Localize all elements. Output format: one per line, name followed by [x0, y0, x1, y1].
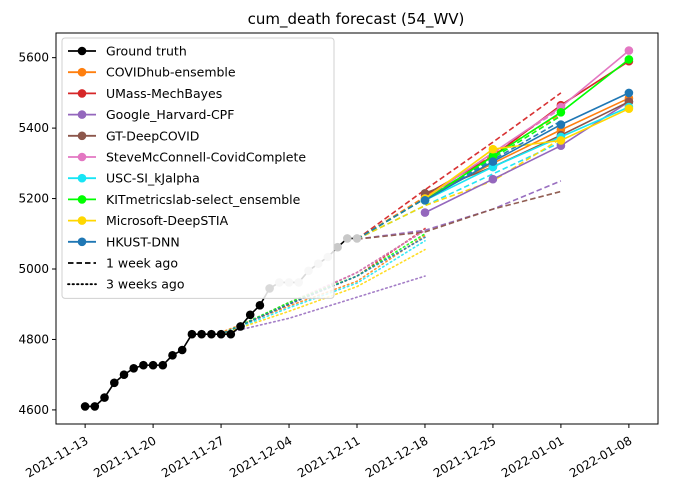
y-tick-label: 5000 — [18, 262, 49, 276]
ground-truth-point — [207, 329, 216, 339]
ground-truth-point — [187, 329, 197, 339]
microsoft-deepstia-1-week-ago-line — [356, 138, 562, 240]
ground-truth-point — [90, 402, 100, 411]
x-tick-label: 2021-11-13 — [23, 433, 90, 480]
x-tick-label: 2022-01-01 — [499, 433, 566, 480]
ground-truth-point — [148, 360, 158, 370]
y-tick-label: 5400 — [18, 121, 49, 135]
y-tick-label: 4600 — [18, 403, 49, 417]
y-tick-label: 4800 — [18, 332, 49, 346]
gt-deepcovid-1-week-ago-line — [356, 190, 562, 240]
legend-3-weeks-ago-label: 3 weeks ago — [106, 277, 185, 292]
kitmetricslab-select-ensemble-forecast-point — [624, 55, 634, 64]
legend-covidhub-ensemble-label: COVIDhub-ensemble — [106, 65, 236, 80]
legend-google-harvard-cpf-label: Google_Harvard-CPF — [106, 107, 234, 122]
legend-hkust-dnn-marker — [77, 237, 87, 247]
legend-kitmetricslab-select-ensemble-label: KITmetricslab-select_ensemble — [106, 192, 301, 207]
legend-gt-deepcovid-marker — [77, 131, 87, 141]
y-tick-label: 5200 — [18, 192, 49, 206]
legend-stevemcconnell-covidcomplete-label: SteveMcConnell-CovidComplete — [106, 150, 306, 165]
legend-hkust-dnn-label: HKUST-DNN — [106, 234, 180, 249]
legend-gt-deepcovid-label: GT-DeepCOVID — [106, 128, 199, 143]
umass-mechbayes-forecast-line — [424, 60, 630, 196]
legend-covidhub-ensemble-marker — [77, 67, 87, 77]
x-tick-label: 2021-12-18 — [363, 433, 430, 480]
usc-si-kjalpha-1-week-ago-line — [356, 141, 562, 240]
legend-usc-si-kjalpha-label: USC-SI_kJalpha — [106, 171, 200, 186]
ground-truth-point — [110, 378, 119, 388]
legend-microsoft-deepstia-marker — [77, 216, 87, 225]
google-harvard-cpf-1-week-ago-line — [356, 180, 562, 240]
ground-truth-point — [352, 234, 362, 243]
microsoft-deepstia-forecast-line — [424, 107, 630, 200]
ground-truth-point — [158, 360, 168, 370]
stevemcconnell-covidcomplete-forecast-line — [424, 49, 630, 200]
ground-truth-point — [177, 345, 187, 355]
legend-ground-truth-label: Ground truth — [106, 44, 187, 59]
ground-truth-point — [236, 322, 245, 331]
x-tick-label: 2022-01-08 — [567, 433, 634, 480]
kitmetricslab-select-ensemble-1-week-ago-line — [356, 115, 562, 240]
microsoft-deepstia-forecast-point — [488, 144, 498, 154]
ground-truth-point — [119, 370, 129, 380]
ground-truth-point — [343, 234, 352, 243]
hkust-dnn-forecast-line — [424, 92, 630, 201]
hkust-dnn-forecast-point — [488, 157, 498, 166]
legend-umass-mechbayes-marker — [77, 89, 87, 98]
y-tick-label: 5600 — [18, 51, 49, 65]
x-tick-label: 2021-12-25 — [431, 433, 498, 480]
kitmetricslab-select-ensemble-forecast-point — [556, 108, 566, 117]
stevemcconnell-covidcomplete-forecast-point — [624, 46, 634, 55]
usc-si-kjalpha-forecast-line — [424, 106, 630, 202]
legend-stevemcconnell-covidcomplete-marker — [77, 152, 87, 162]
ground-truth-point — [197, 329, 206, 339]
umass-mechbayes-1-week-ago-line — [356, 92, 562, 240]
ground-truth-point — [129, 364, 138, 373]
hkust-dnn-forecast-point — [624, 88, 634, 98]
hkust-dnn-3-weeks-ago-line — [220, 236, 426, 336]
google-harvard-cpf-forecast-point — [420, 208, 430, 217]
x-tick-label: 2021-11-20 — [91, 433, 158, 480]
x-tick-label: 2021-12-11 — [295, 433, 362, 480]
ground-truth-point — [255, 301, 265, 310]
microsoft-deepstia-forecast-point — [624, 104, 634, 113]
ground-truth-point — [245, 310, 255, 320]
chart-title: cum_death forecast (54_WV) — [248, 10, 465, 29]
x-tick-label: 2021-11-27 — [159, 433, 226, 480]
ground-truth-point — [216, 329, 226, 339]
legend-microsoft-deepstia-label: Microsoft-DeepSTIA — [106, 213, 229, 228]
legend-1-week-ago-label: 1 week ago — [106, 256, 178, 271]
legend-usc-si-kjalpha-marker — [77, 173, 87, 183]
ground-truth-point — [226, 329, 236, 339]
legend-ground-truth-marker — [77, 46, 87, 56]
legend-kitmetricslab-select-ensemble-marker — [77, 195, 87, 204]
ground-truth-point — [168, 351, 177, 360]
legend: Ground truth COVIDhub-ensemble UMass-MechB… — [61, 37, 335, 299]
microsoft-deepstia-forecast-point — [556, 136, 566, 145]
x-tick-label: 2021-12-04 — [227, 433, 294, 480]
ground-truth-point — [139, 360, 148, 370]
google-harvard-cpf-3-weeks-ago-line — [220, 275, 426, 336]
hkust-dnn-1-week-ago-line — [356, 120, 562, 240]
microsoft-deepstia-3-weeks-ago-line — [220, 248, 426, 336]
google-harvard-cpf-forecast-point — [488, 174, 498, 184]
ground-truth-point — [333, 242, 342, 252]
plot-area — [80, 46, 634, 411]
kitmetricslab-select-ensemble-forecast-line — [424, 58, 630, 201]
legend-google-harvard-cpf-marker — [77, 110, 87, 119]
hkust-dnn-forecast-point — [420, 196, 430, 205]
hkust-dnn-forecast-point — [556, 120, 566, 129]
legend-box — [61, 37, 335, 299]
legend-umass-mechbayes-label: UMass-MechBayes — [106, 86, 222, 101]
ground-truth-point — [80, 402, 90, 411]
ground-truth-point — [100, 393, 109, 402]
